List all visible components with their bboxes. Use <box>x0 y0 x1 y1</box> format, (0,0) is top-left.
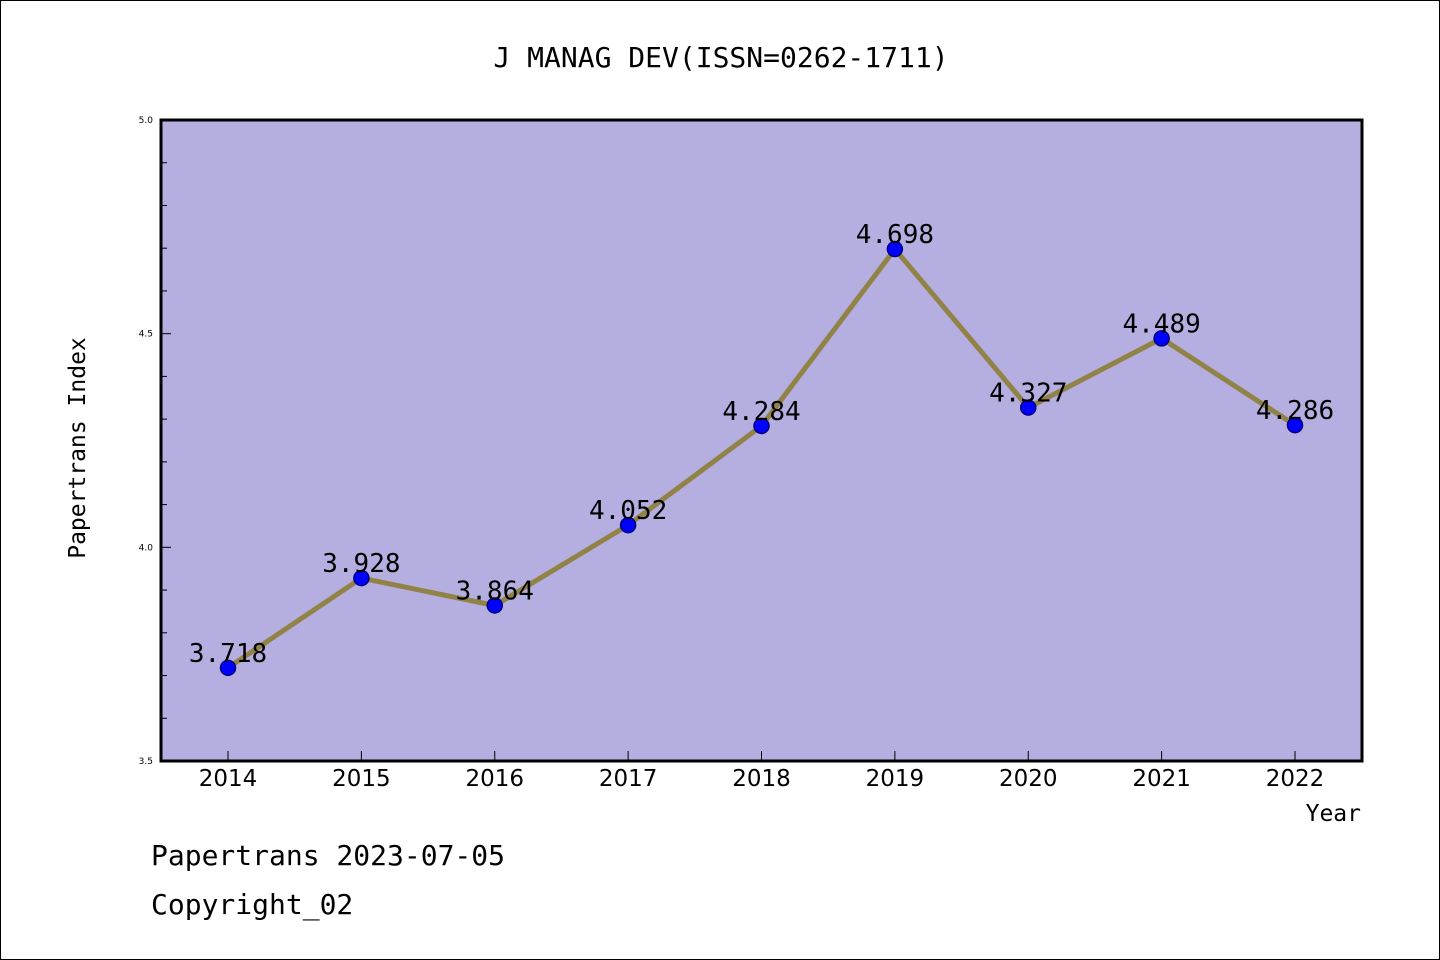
y-tick-label: 5.0 <box>139 116 154 126</box>
data-point-marker <box>219 659 237 677</box>
data-value-label: 4.327 <box>989 379 1067 409</box>
data-value-label: 4.286 <box>1256 396 1334 426</box>
data-value-label: 4.284 <box>722 397 800 427</box>
x-tick-label: 2020 <box>999 766 1058 792</box>
data-value-label: 4.489 <box>1122 309 1200 339</box>
x-tick-label: 2017 <box>599 766 658 792</box>
data-point-marker <box>486 597 503 614</box>
y-tick-label: 4.5 <box>139 330 153 340</box>
footer-date-text: Papertrans 2023-07-05 <box>151 839 505 872</box>
data-value-label: 4.052 <box>589 496 667 526</box>
data-point-marker <box>886 240 904 258</box>
x-tick-label: 2022 <box>1266 766 1325 792</box>
data-value-label: 3.718 <box>189 639 267 669</box>
x-tick-label: 2016 <box>465 766 524 792</box>
data-point-marker <box>1020 399 1037 416</box>
data-point-marker <box>753 417 770 435</box>
x-axis-label: Year <box>1306 801 1361 827</box>
data-point-marker <box>619 516 637 534</box>
data-point-marker <box>353 569 370 587</box>
data-point-marker <box>1286 416 1304 434</box>
plot-border <box>159 118 1364 763</box>
data-point-marker <box>1153 330 1170 347</box>
x-tick-label: 2015 <box>332 766 391 792</box>
data-labels: 3.718 3.928 3.864 4.052 4.284 4.698 4.327 4.489… <box>189 220 1334 669</box>
footer-copyright-text: Copyright_02 <box>151 888 353 922</box>
data-value-label: 3.928 <box>322 549 400 579</box>
x-tick-label: 2014 <box>199 766 258 792</box>
y-axis-label: Papertrans Index <box>65 337 91 559</box>
y-axis-ticks: 3.5 4.0 4.5 5.0 <box>139 116 154 767</box>
data-value-label: 4.698 <box>856 220 934 250</box>
x-tick-label: 2021 <box>1132 766 1191 792</box>
y-tick-label: 3.5 <box>139 757 153 767</box>
y-tick-label: 4.0 <box>139 543 154 553</box>
plot-area <box>161 120 1362 761</box>
data-value-label: 3.864 <box>456 576 534 606</box>
x-tick-label: 2019 <box>866 766 925 792</box>
x-tick-label: 2018 <box>732 766 791 792</box>
chart-title: J MANAG DEV(ISSN=0262-1711) <box>493 41 948 74</box>
x-axis-ticks: 2014 2015 2016 2017 2018 2019 2020 2021 2022 <box>199 751 1325 792</box>
data-markers <box>219 240 1304 677</box>
